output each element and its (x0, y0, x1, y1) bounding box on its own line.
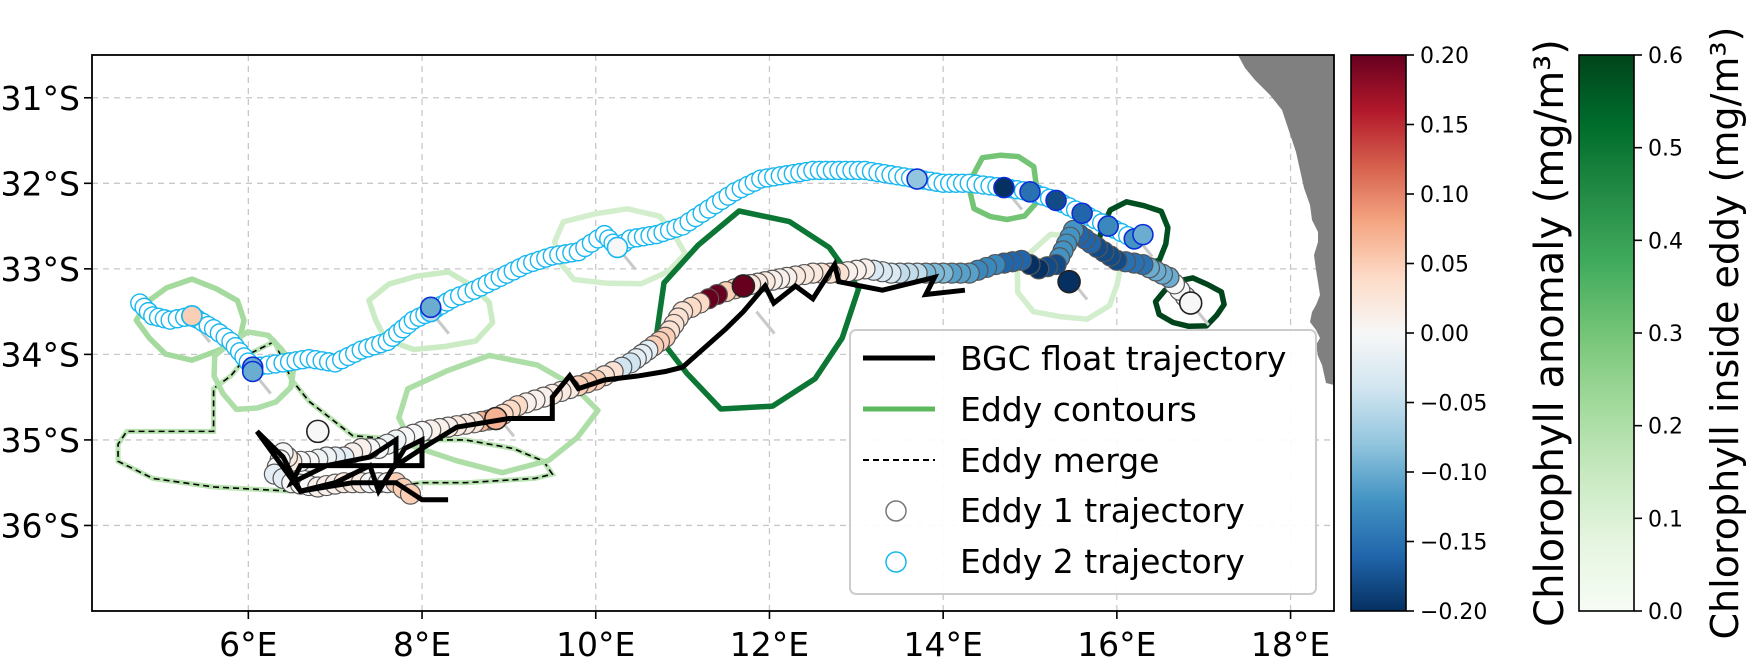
legend-swatch-eddy2 (885, 551, 907, 573)
eddy-2-colored-point (906, 168, 928, 190)
x-tick-label: 14°E (903, 625, 982, 664)
y-tick-label: 34°S (1, 335, 80, 374)
x-tick-label: 8°E (393, 625, 451, 664)
eddy-2-colored-point (181, 305, 203, 327)
x-axis: 6°E 8°E 10°E 12°E 14°E 16°E 18°E (219, 611, 1330, 664)
colorbar-tick-label: 0.20 (1420, 44, 1469, 69)
colorbar-tick-label: 0.1 (1648, 507, 1683, 532)
legend-box (849, 329, 1317, 595)
y-tick-label: 31°S (1, 79, 80, 118)
legend-label-eddy1: Eddy 1 trajectory (960, 491, 1245, 530)
colorbar-tick-label: 0.2 (1648, 415, 1683, 440)
colorbar-tick-label: 0.4 (1648, 229, 1683, 254)
x-tick-label: 12°E (730, 625, 809, 664)
x-tick-label: 16°E (1077, 625, 1156, 664)
eddy-2-colored-point (993, 176, 1015, 199)
y-tick-label: 35°S (1, 421, 80, 460)
plot-frame (91, 54, 1335, 612)
legend-label-float: BGC float trajectory (960, 339, 1286, 378)
colorbar-tick-label: 0.15 (1420, 114, 1469, 139)
map-panel: 6°E 8°E 10°E 12°E 14°E 16°E 18°E 31°S32°S33°S3… (1, 54, 1335, 664)
colorbar-chl-inside-eddy-bar (1578, 54, 1635, 612)
colorbar-tick-label: 0.10 (1420, 183, 1469, 208)
x-tick-label: 6°E (219, 625, 277, 664)
colorbar-chl-inside-eddy: 0.6 0.5 0.4 0.3 0.2 0.1 0.0 Chlorophyll inside… (1578, 27, 1747, 640)
legend-label-eddy2: Eddy 2 trajectory (960, 542, 1245, 581)
eddy-link (755, 310, 776, 335)
colorbar-chl-inside-eddy-ticks: 0.6 0.5 0.4 0.3 0.2 0.1 0.0 (1634, 44, 1683, 625)
y-tick-label: 33°S (1, 250, 80, 289)
colorbar-tick-label: −0.20 (1420, 600, 1487, 625)
eddy-contour (211, 329, 297, 413)
colorbar-chl-anomaly-ticks: 0.20 0.15 0.10 0.05 0.00 −0.05 −0.10 −0.15 −0.20 (1406, 44, 1487, 625)
eddy-2-colored-point (606, 236, 629, 259)
legend: BGC float trajectory Eddy contours Eddy … (849, 329, 1317, 595)
colorbar-tick-label: 0.5 (1648, 137, 1683, 162)
land-mass (1238, 55, 1334, 385)
colorbar-tick-label: 0.00 (1420, 322, 1469, 347)
y-tick-label: 32°S (1, 164, 80, 203)
eddy-2-layer (130, 160, 1154, 383)
y-tick-label: 36°S (1, 506, 80, 545)
legend-label-merge: Eddy merge (960, 441, 1159, 480)
eddy-contour (653, 208, 862, 412)
colorbar-tick-label: −0.10 (1420, 461, 1487, 486)
eddy-2-colored-point (1132, 223, 1154, 246)
eddy-1-highlight-point (1178, 291, 1203, 315)
colorbar-tick-label: 0.3 (1648, 322, 1683, 347)
colorbar-chl-anomaly: 0.20 0.15 0.10 0.05 0.00 −0.05 −0.10 −0.15 −0.20… (1350, 39, 1573, 627)
y-axis: 31°S 32°S 33°S 34°S 35°S 36°S (1, 79, 92, 545)
legend-label-contours: Eddy contours (960, 390, 1197, 429)
colorbar-chl-inside-eddy-label: Chlorophyll inside eddy (mg/m³) (1703, 27, 1747, 640)
legend-swatch-eddy1 (885, 500, 907, 522)
eddy-2-colored-point (241, 360, 264, 383)
colorbar-chl-anomaly-label: Chlorophyll anomaly (mg/m³) (1527, 39, 1573, 627)
colorbar-tick-label: 0.6 (1648, 44, 1683, 69)
eddy-1-highlight-point (306, 419, 330, 444)
eddy-2-colored-point (1071, 202, 1093, 225)
eddy-contour (551, 206, 689, 287)
eddy-2-colored-point (419, 296, 442, 319)
float-trajectory-line (254, 258, 966, 503)
colorbar-tick-label: −0.15 (1420, 531, 1487, 556)
eddy-1-highlight-point (1057, 269, 1081, 294)
x-tick-label: 10°E (556, 625, 635, 664)
colorbar-tick-label: −0.05 (1420, 392, 1487, 417)
eddy-2-colored-point (1019, 181, 1041, 203)
colorbar-tick-label: 0.05 (1420, 253, 1469, 278)
x-tick-label: 18°E (1251, 625, 1330, 664)
eddy-1-highlight-point (731, 274, 756, 298)
float-trajectory-layer (254, 258, 966, 503)
eddy-2-colored-point (1045, 189, 1067, 212)
eddy-contour (366, 269, 496, 353)
colorbar-chl-anomaly-bar (1350, 54, 1407, 612)
colorbar-tick-label: 0.0 (1648, 600, 1683, 625)
eddy-2-colored-point (1097, 215, 1119, 237)
